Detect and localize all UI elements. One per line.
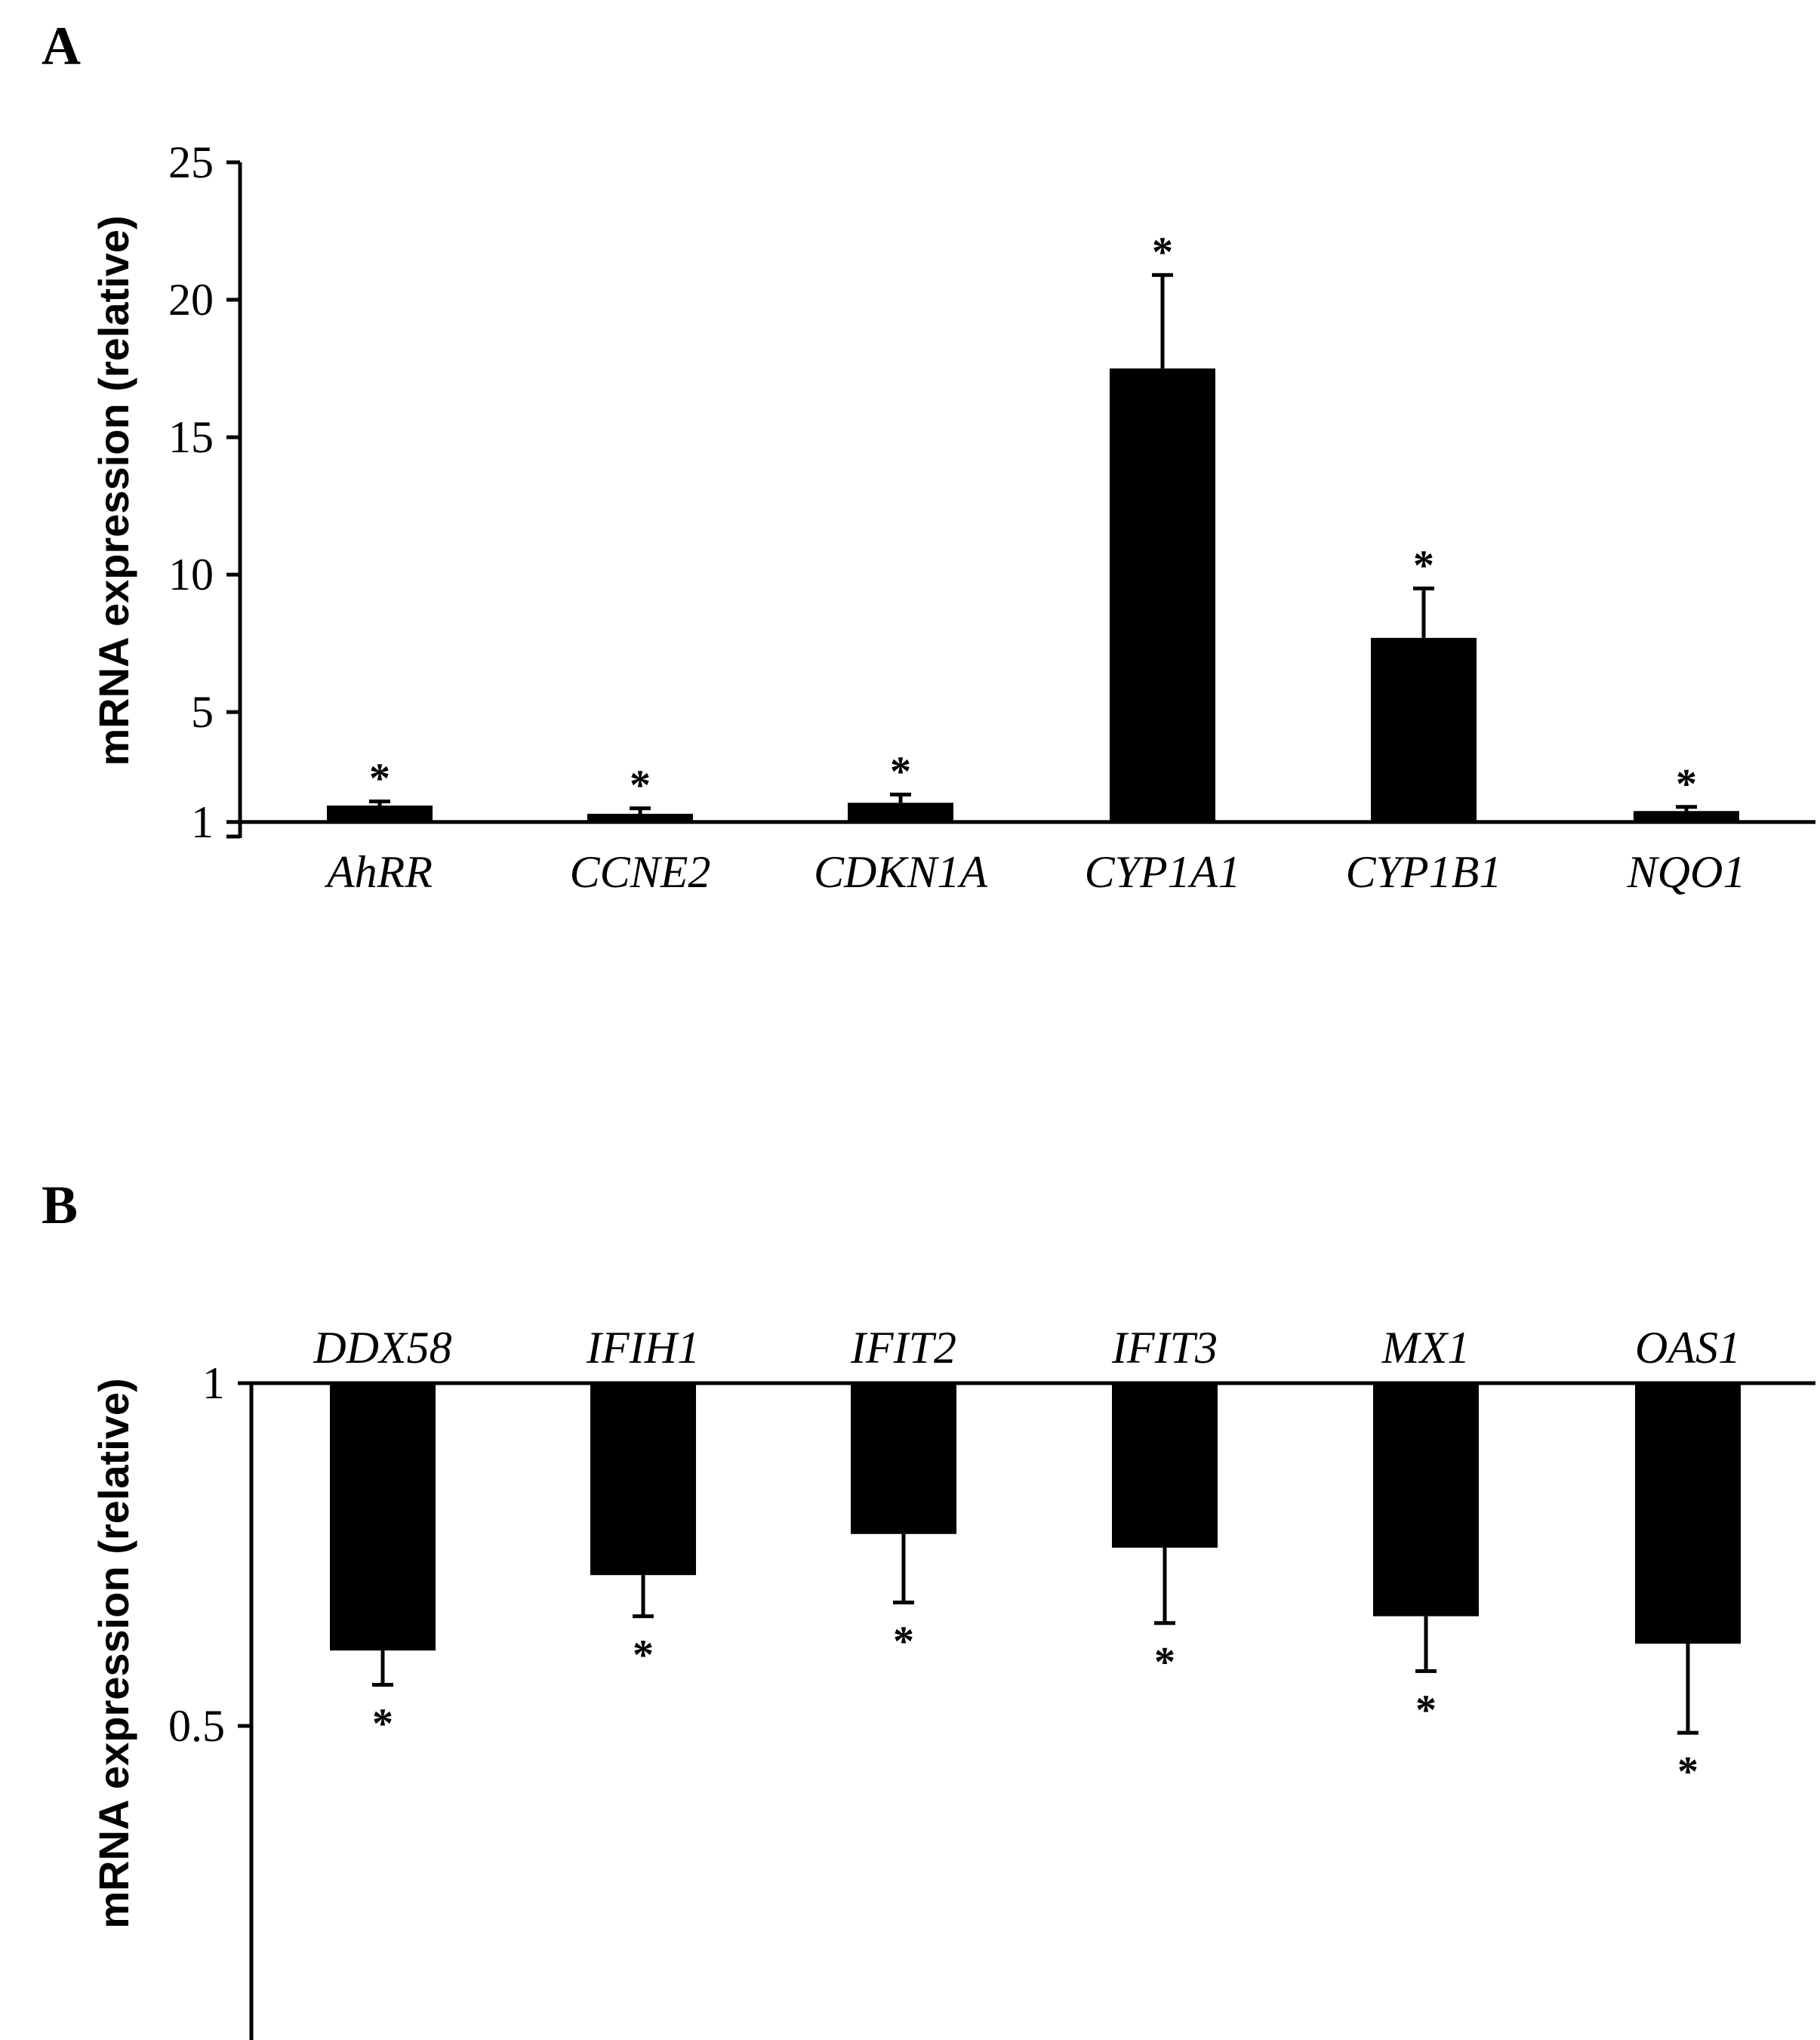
panel-b: B mRNA expression (relative) 00.51 * DDX5…	[42, 1175, 1815, 2040]
panel-a-y-tick-label: 15	[168, 412, 214, 462]
panel-a-bar-cyp1b1	[1371, 637, 1477, 822]
panel-b-significance-mx1: *	[1415, 1687, 1437, 1733]
panel-a-y-axis-title: mRNA expression (relative)	[90, 215, 137, 766]
panel-a-significance-cyp1a1: *	[1152, 229, 1173, 276]
panel-b-significance-ddx58: *	[372, 1701, 393, 1748]
panel-a-y-tick-label: 20	[168, 275, 214, 325]
panel-a-y-tick-label: 10	[168, 550, 214, 599]
panel-b-category-label-ddx58: DDX58	[313, 1323, 451, 1373]
panel-a-category-label-nqo1: NQO1	[1627, 847, 1746, 897]
panel-a-y-tick-label: 1	[191, 797, 214, 847]
panel-a-bars: * AhRR * CCNE2 * CDKN1A * CYP1A1 * CYP1B1 * NQO1	[324, 229, 1745, 897]
panel-a-bar-nqo1	[1634, 811, 1739, 822]
panel-a-category-label-ccne2: CCNE2	[570, 847, 711, 897]
panel-b-bar-ddx58	[330, 1383, 436, 1651]
panel-b-bar-ifih1	[590, 1383, 696, 1576]
panel-a-significance-ahrr: *	[369, 755, 390, 802]
panel-b-bar-oas1	[1635, 1383, 1741, 1644]
panel-a-significance-ccne2: *	[630, 763, 651, 809]
panel-a-category-label-ahrr: AhRR	[324, 847, 433, 897]
panel-b-category-label-oas1: OAS1	[1635, 1323, 1741, 1373]
panel-b-category-label-ifit3: IFIT3	[1111, 1323, 1218, 1373]
panel-a-category-label-cyp1b1: CYP1B1	[1346, 847, 1502, 897]
panel-a: A mRNA expression (relative) 1510152025 …	[42, 16, 1815, 897]
panel-a-bar-ahrr	[327, 805, 433, 822]
panel-a-significance-nqo1: *	[1676, 761, 1697, 808]
panel-b-bar-ifit2	[851, 1383, 956, 1534]
panel-a-significance-cdkn1a: *	[890, 748, 911, 795]
panel-a-significance-cyp1b1: *	[1413, 542, 1434, 589]
panel-a-label: A	[42, 16, 81, 76]
panel-b-label: B	[42, 1175, 78, 1235]
panel-b-bar-mx1	[1373, 1383, 1479, 1616]
panel-b-y-tick-label: 0.5	[168, 1701, 225, 1751]
panel-b-significance-ifit2: *	[893, 1619, 914, 1666]
panel-a-y-tick-label: 5	[191, 687, 214, 737]
panel-b-axes: 00.51	[168, 1358, 1815, 2040]
panel-a-bar-cyp1a1	[1110, 368, 1215, 822]
panel-b-category-label-ifit2: IFIT2	[850, 1323, 956, 1373]
panel-b-significance-oas1: *	[1677, 1749, 1698, 1795]
panel-a-category-label-cyp1a1: CYP1A1	[1085, 847, 1241, 897]
panel-b-bars: * DDX58 * IFIH1 * IFIT2 * IFIT3 * MX1 * OAS1	[313, 1323, 1741, 1795]
panel-a-bar-cdkn1a	[848, 803, 953, 822]
panel-a-bar-ccne2	[587, 813, 693, 822]
panel-b-category-label-ifih1: IFIH1	[586, 1323, 700, 1373]
panel-b-significance-ifit3: *	[1154, 1639, 1175, 1686]
panel-a-y-tick-label: 25	[168, 137, 214, 187]
panel-b-category-label-mx1: MX1	[1381, 1323, 1470, 1373]
panel-a-category-label-cdkn1a: CDKN1A	[814, 847, 987, 897]
panel-b-significance-ifih1: *	[633, 1632, 654, 1679]
panel-b-y-tick-label: 1	[202, 1358, 225, 1408]
panel-b-bar-ifit3	[1112, 1383, 1218, 1548]
panel-b-y-axis-title: mRNA expression (relative)	[90, 1378, 137, 1928]
